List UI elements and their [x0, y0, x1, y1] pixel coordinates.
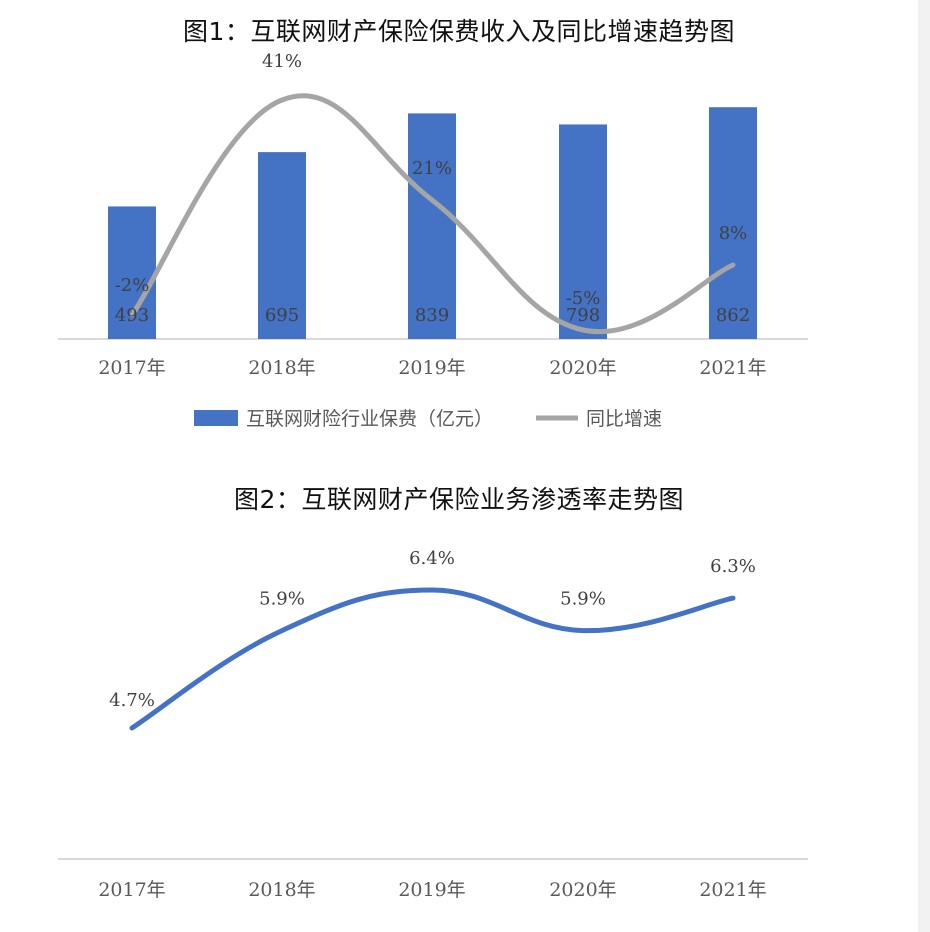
chart-2-x-tick-1: 2018年: [248, 879, 315, 901]
legend-bar-label: 互联网财险行业保费（亿元）: [246, 408, 493, 430]
chart-1-x-tick-2: 2019年: [398, 357, 465, 379]
right-edge-strip: [918, 0, 930, 932]
legend-line-label: 同比增速: [586, 408, 662, 430]
bar-value-label-1: 695: [265, 305, 299, 326]
growth-label-1: 41%: [262, 51, 302, 72]
bar-value-label-4: 862: [716, 305, 750, 326]
legend-bar-swatch: [194, 410, 238, 426]
bar-value-label-3: 798: [566, 305, 600, 326]
growth-label-0: -2%: [115, 275, 150, 296]
chart-1-title: 图1：互联网财产保险保费收入及同比增速趋势图: [183, 17, 735, 46]
line-penetration: [129, 587, 736, 731]
chart-1-x-tick-4: 2021年: [699, 357, 766, 379]
chart-1-x-tick-1: 2018年: [248, 357, 315, 379]
bar-premium-3: [559, 124, 607, 339]
penetration-label-2: 6.4%: [409, 548, 455, 569]
bar-premium-4: [709, 107, 757, 340]
chart-2-x-tick-2: 2019年: [398, 879, 465, 901]
growth-label-4: 8%: [719, 223, 748, 244]
chart-1: 493 695 839 798 862 -2% 41% 21% -5% 8% 2017年 2018年 2…: [58, 51, 808, 430]
penetration-label-4: 6.3%: [710, 556, 756, 577]
chart-2-title: 图2：互联网财产保险业务渗透率走势图: [234, 485, 684, 514]
growth-label-2: 21%: [412, 158, 452, 179]
line-growth: [129, 93, 736, 335]
chart-2-x-tick-3: 2020年: [549, 879, 616, 901]
bar-premium-2: [408, 113, 456, 339]
chart-2-x-tick-4: 2021年: [699, 879, 766, 901]
bar-premium-1: [258, 152, 306, 339]
bar-value-label-0: 493: [115, 305, 149, 326]
bar-value-label-2: 839: [415, 305, 449, 326]
growth-label-3: -5%: [566, 288, 601, 309]
penetration-label-0: 4.7%: [109, 690, 155, 711]
chart-1-x-tick-0: 2017年: [98, 357, 165, 379]
penetration-label-3: 5.9%: [560, 589, 606, 610]
chart-2-x-tick-0: 2017年: [98, 879, 165, 901]
chart-1-x-tick-3: 2020年: [549, 357, 616, 379]
penetration-label-1: 5.9%: [259, 589, 305, 610]
